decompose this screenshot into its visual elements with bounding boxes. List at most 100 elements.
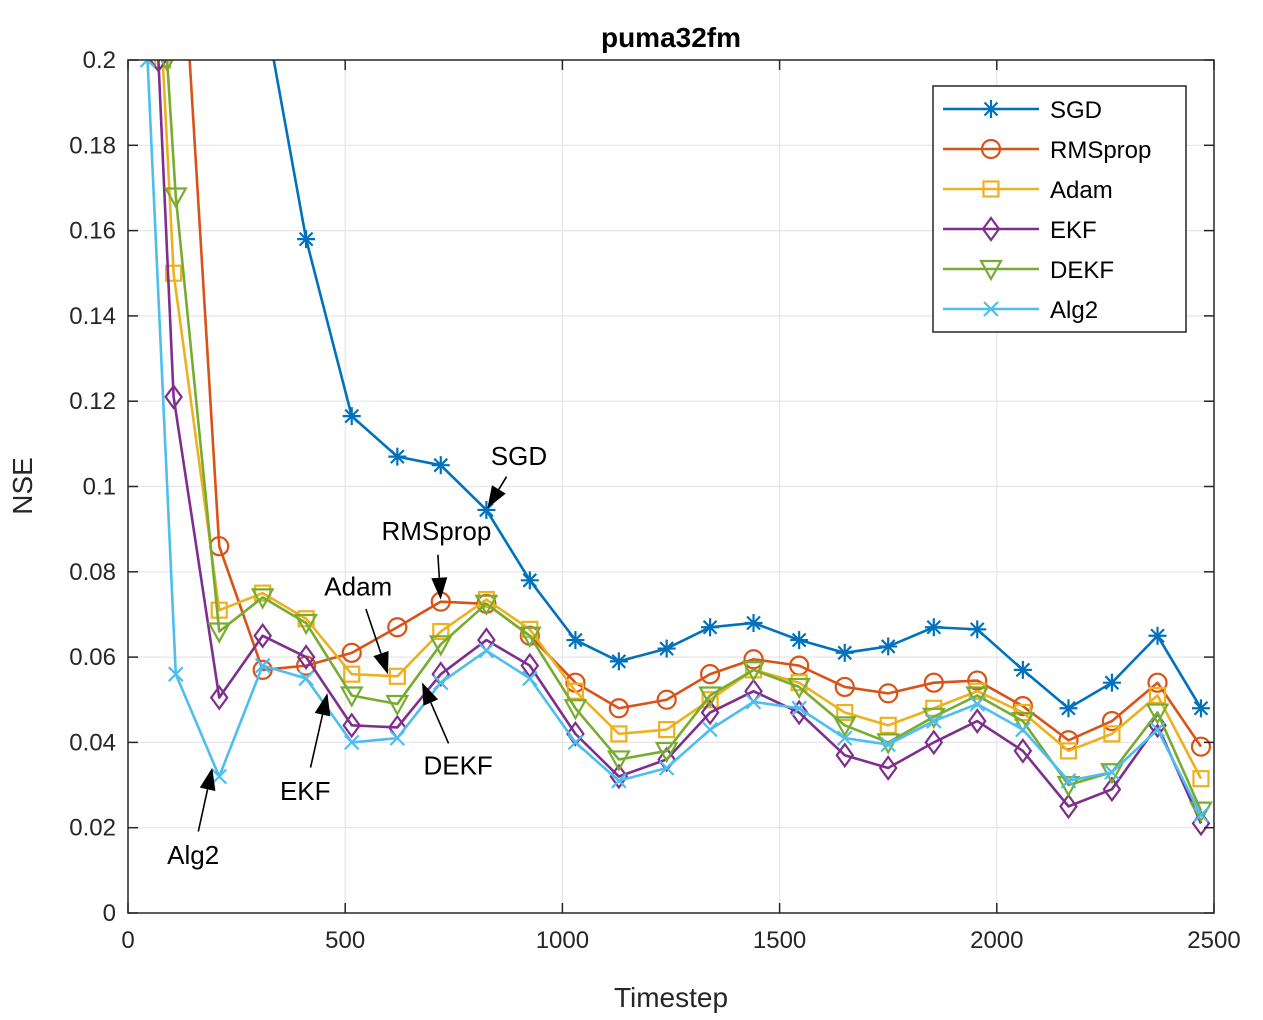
annotation-label-adam: Adam [324,571,392,601]
data-point-adam [1103,725,1121,743]
data-point-alg2 [254,657,271,674]
data-point-dekf [517,626,542,649]
data-point-alg2 [211,768,228,785]
data-point-dekf [563,699,588,721]
data-point-adam [210,601,228,619]
data-point-alg2 [432,674,449,691]
annotation-arrow-line [365,608,382,654]
data-point-ekf [164,384,183,410]
legend-marker-adam [982,180,1000,198]
y-tick-label: 0.2 [83,47,116,74]
data-point-sgd [566,631,585,650]
annotation-arrow-head [422,682,439,706]
annotation-ekf: EKF [280,693,331,806]
y-tick-label: 0.1 [83,474,116,501]
data-point-dekf [160,60,174,73]
data-point-sgd [790,631,809,650]
data-point-alg2 [1104,764,1120,781]
data-point-dekf [698,686,722,708]
y-tick-label: 0.02 [69,815,116,842]
data-point-alg2 [745,694,762,710]
annotation-rmsprop: RMSprop [382,516,491,600]
data-point-dekf [163,187,188,209]
data-point-adam [343,665,361,683]
data-point-ekf [789,699,809,726]
legend-label-adam: Adam [1050,177,1113,204]
data-point-ekf [609,763,629,790]
annotation-arrow-head [373,650,389,675]
data-point-ekf [967,708,987,734]
data-point-ekf [1102,776,1122,803]
data-point-dekf [339,686,364,708]
data-point-dekf [741,660,766,683]
data-point-sgd [835,643,854,662]
data-point-dekf [832,716,857,738]
y-axis-label: NSE [7,457,38,515]
data-point-sgd [968,620,987,639]
data-point-adam [836,703,854,722]
x-tick-label: 2000 [970,927,1023,954]
annotation-arrow-head [199,767,216,792]
chart-title: puma32fm [601,22,741,53]
data-point-dekf [607,750,631,772]
data-point-adam [1192,770,1210,788]
annotation-label-alg2: Alg2 [167,840,219,870]
data-point-alg2 [139,60,156,68]
data-point-dekf [1145,703,1170,725]
data-point-adam [1059,742,1078,760]
y-tick-label: 0.04 [69,729,116,756]
data-point-dekf [207,622,232,644]
data-point-sgd [1191,699,1210,718]
legend-label-dekf: DEKF [1050,257,1114,284]
data-point-sgd [388,447,407,466]
legend-label-ekf: EKF [1050,217,1097,244]
legend-item-alg2: Alg2 [943,297,1098,324]
legend-marker-ekf [981,216,1001,242]
data-point-rmsprop [834,676,855,698]
legend-marker-alg2 [983,301,999,317]
annotation-arrow-head [314,693,331,717]
legend-item-dekf: DEKF [943,257,1114,284]
data-point-dekf [385,694,410,717]
data-point-dekf [787,677,812,700]
annotation-label-dekf: DEKF [423,750,492,780]
data-point-sgd [1059,699,1078,718]
data-point-rmsprop [923,672,944,693]
data-point-rmsprop [967,670,988,691]
legend-item-sgd: SGD [943,97,1102,124]
legend-label-rmsprop: RMSprop [1050,137,1151,164]
x-tick-label: 2500 [1187,927,1240,954]
data-point-ekf [566,720,585,747]
annotation-arrow-line [197,789,209,832]
legend-marker-rmsprop [980,138,1002,160]
series-layer [139,60,1213,837]
data-point-alg2 [791,700,807,717]
data-point-alg2 [836,730,853,746]
data-point-adam [388,667,406,685]
data-point-rmsprop [341,642,362,663]
data-point-alg2 [702,721,718,738]
data-point-ekf [1013,738,1033,764]
data-point-sgd [744,613,763,632]
y-tick-label: 0.16 [69,218,116,245]
data-point-rmsprop [252,659,273,680]
data-point-sgd [342,407,361,426]
x-tick-label: 500 [325,927,365,954]
data-point-sgd [657,639,676,658]
data-point-rmsprop [608,698,629,719]
legend-item-ekf: EKF [943,216,1097,244]
data-point-sgd [1148,626,1167,645]
data-point-adam [879,716,897,734]
legend-item-rmsprop: RMSprop [943,137,1151,164]
data-point-sgd [609,652,628,671]
data-point-ekf [149,60,168,73]
legend-marker-sgd [982,100,1000,118]
data-point-sgd [477,500,496,519]
series-line-dekf [165,60,1203,812]
annotation-adam: Adam [324,571,392,675]
data-point-sgd [297,230,316,249]
annotation-alg2: Alg2 [167,767,219,870]
annotation-sgd: SGD [487,441,547,509]
data-point-rmsprop [878,683,899,704]
annotations: SGD RMSprop Adam EKF DEKF Alg2 [167,441,547,870]
